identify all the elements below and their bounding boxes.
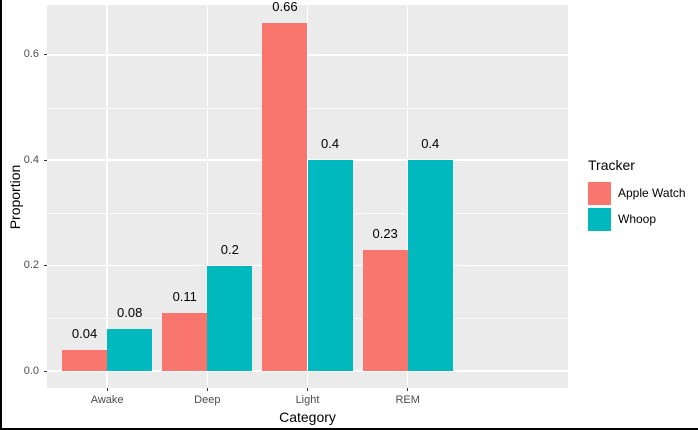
bar-apple-watch-awake bbox=[62, 349, 108, 371]
bar-label-apple-watch-rem: 0.23 bbox=[372, 225, 398, 241]
bar-apple-watch-rem bbox=[362, 249, 408, 371]
bar-label-apple-watch-light: 0.66 bbox=[272, 0, 298, 15]
bar-label-whoop-deep: 0.2 bbox=[220, 241, 239, 257]
y-axis-title: Proportion bbox=[7, 164, 23, 229]
bar-label-whoop-awake: 0.08 bbox=[117, 304, 143, 320]
y-tick-0.2 bbox=[43, 265, 47, 267]
plot-panel bbox=[47, 5, 568, 388]
bar-apple-watch-light bbox=[262, 23, 308, 371]
bar-whoop-light bbox=[307, 160, 353, 371]
x-tick-label-awake: Awake bbox=[90, 394, 124, 406]
x-tick-awake bbox=[106, 388, 108, 391]
bar-label-apple-watch-deep: 0.11 bbox=[172, 289, 197, 305]
y-tick-label-0.6: 0.6 bbox=[23, 48, 39, 61]
legend-label-whoop: Whoop bbox=[618, 212, 657, 226]
bar-label-apple-watch-awake: 0.04 bbox=[71, 325, 98, 341]
y-tick-label-0.2: 0.2 bbox=[23, 259, 39, 272]
x-tick-light bbox=[307, 388, 308, 391]
x-axis-title: Category bbox=[279, 409, 336, 425]
x-tick-label-deep: Deep bbox=[194, 394, 221, 406]
x-tick-label-light: Light bbox=[295, 394, 320, 406]
gridline-major-x-deep bbox=[206, 5, 209, 388]
gridline-major-x-awake bbox=[106, 5, 108, 388]
x-tick-rem bbox=[407, 388, 409, 391]
bar-whoop-rem bbox=[407, 160, 453, 371]
x-tick-deep bbox=[206, 388, 208, 391]
bar-label-whoop-light: 0.4 bbox=[320, 136, 340, 152]
y-tick-0.6 bbox=[43, 54, 47, 56]
bar-apple-watch-deep bbox=[162, 313, 208, 371]
y-tick-0.0 bbox=[43, 370, 47, 372]
bar-label-whoop-rem: 0.4 bbox=[421, 136, 440, 152]
bar-whoop-awake bbox=[107, 328, 153, 371]
screenshot-bottom-border bbox=[0, 428, 698, 430]
legend-key-whoop bbox=[588, 208, 611, 231]
legend-label-apple-watch: Apple Watch bbox=[618, 186, 686, 200]
y-tick-label-0.4: 0.4 bbox=[23, 153, 39, 166]
y-tick-0.4 bbox=[43, 159, 47, 161]
screenshot-left-border bbox=[0, 0, 2, 430]
y-tick-label-0.0: 0.0 bbox=[23, 364, 39, 377]
bar-whoop-deep bbox=[207, 265, 253, 371]
legend-key-apple-watch bbox=[588, 182, 611, 205]
legend-title: Tracker bbox=[588, 157, 635, 173]
x-tick-label-rem: REM bbox=[395, 394, 420, 406]
